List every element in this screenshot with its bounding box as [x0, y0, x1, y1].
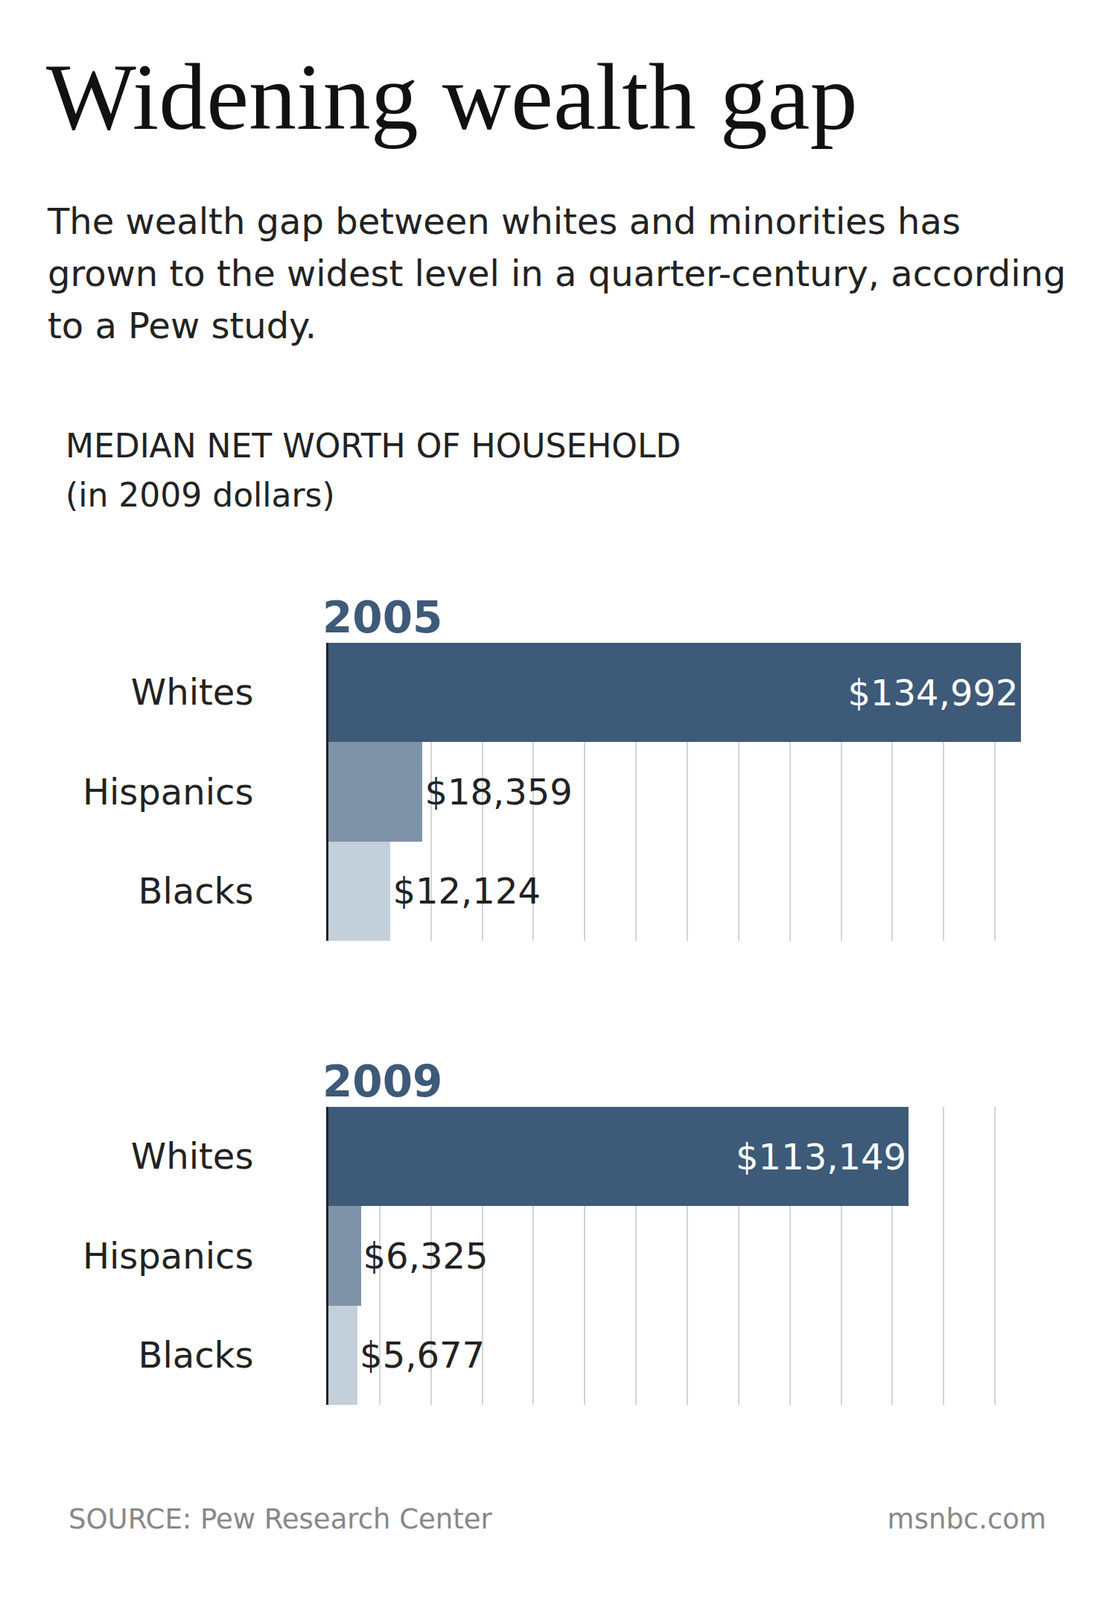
- html-text:(in 2009 dollars): (in 2009 dollars): [65, 475, 335, 514]
- svg-text:$113,149: $113,149: [735, 1135, 907, 1178]
- svg-text:$18,359: $18,359: [424, 770, 573, 813]
- html-text:msnbc.com: msnbc.com: [887, 1502, 1047, 1535]
- html-text:The wealth gap between whites: The wealth gap between whites and minori…: [47, 200, 1066, 347]
- svg-text:$12,124: $12,124: [392, 869, 541, 912]
- svg-text:Blacks: Blacks: [138, 1333, 254, 1376]
- html-text:SOURCE: Pew Research Center: SOURCE: Pew Research Center: [68, 1502, 493, 1535]
- svg-text:Whites: Whites: [131, 670, 254, 713]
- svg-text:$5,677: $5,677: [359, 1333, 485, 1376]
- svg-text:Hispanics: Hispanics: [82, 770, 254, 813]
- html-text:Widening wealth gap: Widening wealth gap: [46, 43, 858, 150]
- svg-text:$134,992: $134,992: [847, 671, 1018, 714]
- svg-text:Blacks: Blacks: [138, 869, 254, 912]
- svg-text:2005: 2005: [322, 592, 443, 643]
- svg-text:Whites: Whites: [131, 1134, 254, 1177]
- svg-text:2009: 2009: [322, 1055, 443, 1107]
- html-text:MEDIAN NET WORTH OF HOUSEHOLD: MEDIAN NET WORTH OF HOUSEHOLD: [65, 426, 681, 465]
- svg-text:Hispanics: Hispanics: [82, 1234, 254, 1277]
- svg-text:$6,325: $6,325: [363, 1234, 489, 1277]
